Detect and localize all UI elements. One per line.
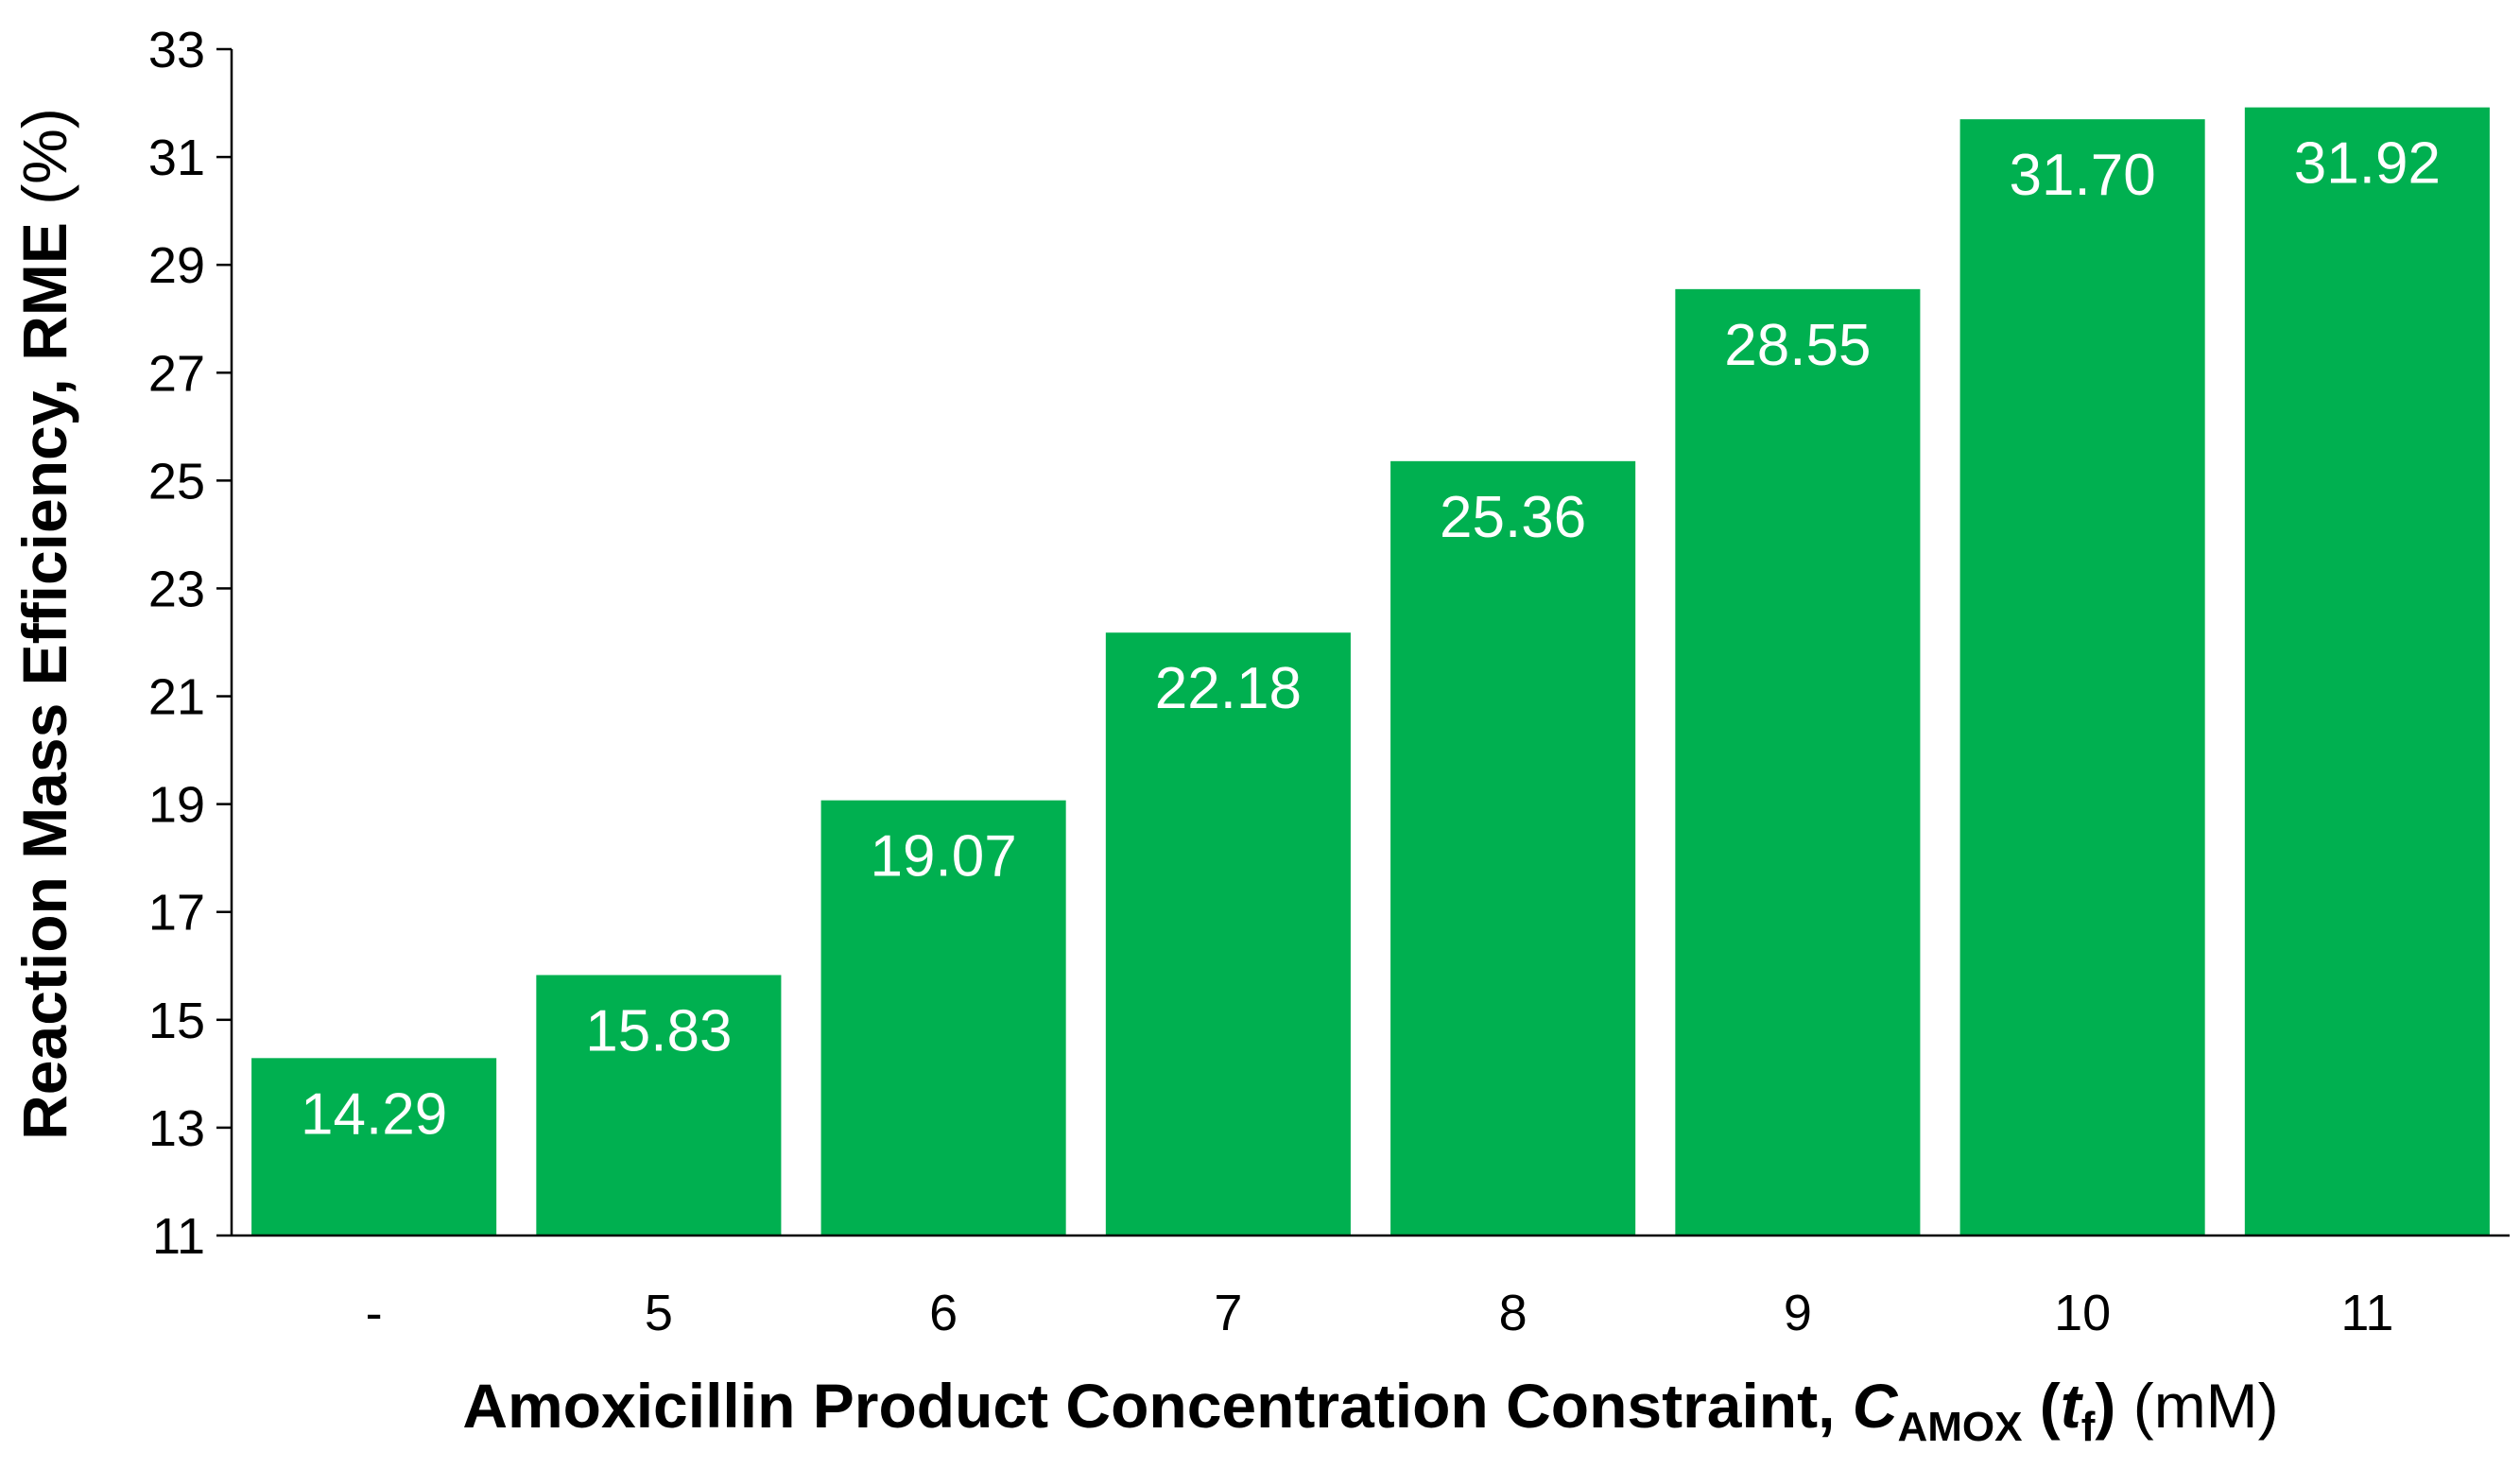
bars-group — [251, 107, 2490, 1236]
data-label-4: 25.36 — [1440, 485, 1586, 550]
data-label-1: 15.83 — [585, 998, 732, 1063]
y-tick-label-7: 25 — [148, 453, 205, 510]
y-tick-label-6: 23 — [148, 561, 205, 617]
x-axis-title-arg: t — [2061, 1371, 2084, 1441]
y-tick-label-9: 29 — [148, 237, 205, 294]
x-tick-label-6: 10 — [2054, 1285, 2111, 1341]
x-axis-title: Amoxicillin Product Concentration Constr… — [462, 1371, 2278, 1450]
x-tick-label-5: 9 — [1784, 1285, 1812, 1341]
y-axis: 11 13 15 17 19 21 23 25 27 29 31 33 — [148, 22, 233, 1265]
data-label-7: 31.92 — [2294, 131, 2441, 197]
y-tick-label-4: 19 — [148, 777, 205, 834]
x-axis-title-symbol-sub: AMOX — [1897, 1404, 2022, 1450]
bar-0 — [251, 1058, 497, 1236]
y-tick-label-5: 21 — [148, 669, 205, 726]
bar-1 — [536, 975, 782, 1236]
x-tick-label-1: 5 — [645, 1285, 673, 1341]
x-tick-label-3: 7 — [1214, 1285, 1242, 1341]
y-axis-title-unit: (%) — [9, 108, 79, 205]
data-labels-group: 14.29 15.83 19.07 22.18 25.36 28.55 31.70 31.92 — [301, 131, 2441, 1148]
x-axis-title-unit: (mM) — [2115, 1371, 2278, 1441]
x-tick-label-0: - — [366, 1285, 383, 1341]
y-tick-label-0: 11 — [152, 1208, 205, 1265]
bar-6 — [1959, 119, 2205, 1236]
x-tick-label-7: 11 — [2340, 1285, 2393, 1341]
y-tick-label-3: 17 — [148, 885, 205, 942]
bar-2 — [820, 800, 1066, 1236]
bar-7 — [2244, 107, 2490, 1236]
x-axis-title-main: Amoxicillin Product Concentration Constr… — [462, 1371, 1852, 1441]
x-axis-title-symbol: C — [1853, 1371, 1899, 1441]
y-tick-label-1: 13 — [148, 1100, 205, 1157]
y-axis-title-space — [9, 205, 79, 222]
x-axis-title-arg-open: ( — [2022, 1371, 2060, 1441]
y-axis-title: Reaction Mass Efficiency, RME (%) — [9, 108, 79, 1140]
y-axis-title-main: Reaction Mass Efficiency, RME — [9, 222, 79, 1140]
data-label-6: 31.70 — [2010, 143, 2156, 208]
data-label-5: 28.55 — [1724, 313, 1871, 378]
data-label-2: 19.07 — [871, 824, 1017, 890]
x-tick-label-4: 8 — [1499, 1285, 1528, 1341]
bar-3 — [1105, 632, 1351, 1236]
x-axis-title-arg-close: ) — [2095, 1371, 2115, 1441]
bar-4 — [1390, 460, 1636, 1236]
y-tick-label-2: 15 — [148, 993, 205, 1049]
y-tick-label-8: 27 — [148, 345, 205, 402]
y-tick-label-11: 33 — [148, 22, 205, 78]
x-tick-label-2: 6 — [929, 1285, 958, 1341]
x-axis-title-arg-sub: f — [2081, 1404, 2096, 1450]
x-axis: - 5 6 7 8 9 10 11 — [232, 1234, 2510, 1341]
y-tick-label-10: 31 — [148, 130, 205, 186]
data-label-0: 14.29 — [301, 1081, 447, 1147]
data-label-3: 22.18 — [1155, 656, 1302, 721]
bar-5 — [1675, 288, 1921, 1236]
